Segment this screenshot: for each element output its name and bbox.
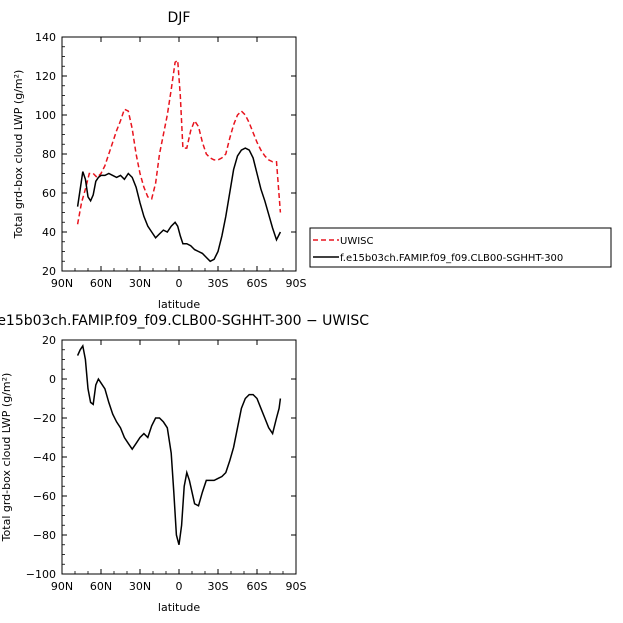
x-tick-label: 0: [176, 277, 183, 290]
bottom-x-axis: 90N 60N 30N 0 30S 60S 90S: [51, 340, 307, 593]
y-tick-label: 20: [42, 334, 56, 347]
bottom-x-axis-label: latitude: [158, 601, 200, 614]
y-tick-label: 20: [42, 265, 56, 278]
legend-box: [309, 227, 612, 268]
series-line-uwisc: [76, 58, 282, 225]
bottom-plot-frame: [61, 339, 297, 575]
top-y-axis-label: Total grd-box cloud LWP (g/m²): [12, 70, 25, 240]
x-tick-label: 30N: [129, 580, 151, 593]
y-tick-label: 0: [49, 373, 56, 386]
y-tick-label: −20: [33, 412, 56, 425]
x-tick-label: 90N: [51, 277, 73, 290]
x-tick-label: 30S: [208, 580, 229, 593]
legend: UWISC f.e15b03ch.FAMIP.f09_f09.CLB00-SGH…: [309, 227, 612, 268]
x-tick-label: 90S: [286, 277, 307, 290]
bottom-y-axis-label: Total grd-box cloud LWP (g/m²): [0, 373, 13, 543]
y-tick-label: 100: [35, 109, 56, 122]
difference-series-line: [76, 343, 282, 545]
legend-label-uwisc: UWISC: [340, 236, 374, 247]
top-chart-title: DJF: [168, 10, 191, 26]
x-tick-label: 90S: [286, 580, 307, 593]
y-tick-label: −60: [33, 490, 56, 503]
bottom-panel: f.e15b03ch.FAMIP.f09_f09.CLB00-SGHHT-300…: [0, 313, 369, 614]
bottom-y-axis: −100 −80 −60 −40 −20 0 20: [26, 334, 296, 581]
y-tick-label: 120: [35, 70, 56, 83]
y-tick-label: −40: [33, 451, 56, 464]
top-x-axis: 90N 60N 30N 0 30S 60S 90S: [51, 37, 307, 290]
series-line-clb00-sghht-300: [76, 147, 282, 263]
x-tick-label: 30S: [208, 277, 229, 290]
bottom-chart-title: f.e15b03ch.FAMIP.f09_f09.CLB00-SGHHT-300…: [0, 313, 369, 329]
x-tick-label: 60S: [247, 277, 268, 290]
x-tick-label: 0: [176, 580, 183, 593]
y-tick-label: 60: [42, 187, 56, 200]
x-tick-label: 60N: [90, 580, 112, 593]
y-tick-label: −80: [33, 529, 56, 542]
x-tick-label: 60S: [247, 580, 268, 593]
y-tick-label: 140: [35, 31, 56, 44]
y-tick-label: 80: [42, 148, 56, 161]
top-plot-frame: [61, 36, 297, 272]
legend-label-clb00-sghht-300: f.e15b03ch.FAMIP.f09_f09.CLB00-SGHHT-300: [340, 253, 563, 264]
x-tick-label: 30N: [129, 277, 151, 290]
y-tick-label: 40: [42, 226, 56, 239]
x-tick-label: 90N: [51, 580, 73, 593]
y-tick-label: −100: [26, 568, 56, 581]
top-x-axis-label: latitude: [158, 298, 200, 311]
top-y-axis: 20 40 60 80 100 120 140: [35, 31, 296, 278]
x-tick-label: 60N: [90, 277, 112, 290]
